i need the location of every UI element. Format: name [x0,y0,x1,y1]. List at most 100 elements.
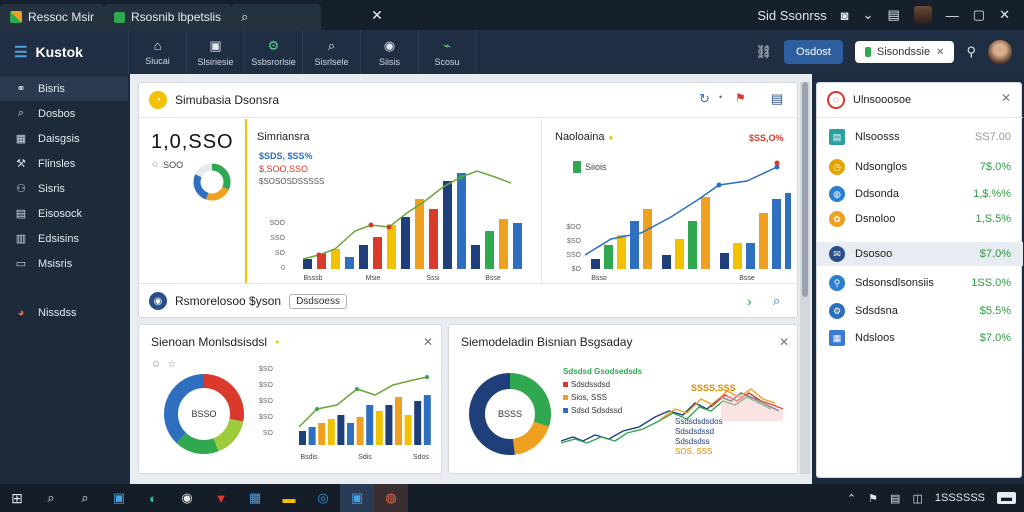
clock-icon: ◷ [829,159,845,175]
sidebar-item-label: Bisris [38,82,65,95]
folder-icon[interactable]: ▬ [282,490,296,506]
camera-icon[interactable]: ◙ [840,7,849,23]
volume-icon[interactable]: ◫ [912,492,923,505]
bar [759,213,768,269]
app-blue-icon[interactable]: ▣ [340,484,374,512]
pin-icon[interactable]: ⚑ [735,91,746,105]
brand[interactable]: ☰ Kustok [0,43,128,61]
sidebar-item-8[interactable]: ▭ Msisris [0,251,128,276]
title-right-label[interactable]: Sid Ssonrss [757,7,827,23]
home-icon: ⌂ [153,38,162,53]
chevron-right-icon[interactable]: › [747,293,752,309]
clock-text[interactable]: 1SSSSSS [934,492,985,504]
close-icon[interactable]: ✕ [936,46,945,58]
grid-icon: ▦ [15,133,27,145]
app-orange-icon[interactable]: ◍ [374,484,408,512]
browser-tab-1[interactable]: Ressoc Msir [0,4,105,30]
nav-item-4[interactable]: ⌕ Sisrlsele [302,30,360,74]
bar [373,237,382,269]
panel-row[interactable]: ▤ Nlsoosss SS7.00 [817,125,1023,149]
filter-chip[interactable]: Dsdsoess [289,293,347,309]
user-avatar[interactable] [988,40,1012,64]
overview-card: ◔ Simubasia Dsonsra ↻ • ⚑ ▤ 1,0,SSO ☆ SO… [138,82,799,318]
tab-search[interactable]: ⌕ [231,4,322,30]
maximize-icon[interactable]: ▢ [972,7,986,22]
chart1-legend-1: $SDS, $SS% [259,151,313,161]
sidebar-item-5[interactable]: ⚇ Sisris [0,176,128,201]
panel-row[interactable]: ⚲ Sdsonsdlsonsiis 1SS.0% [817,271,1023,295]
more-icon[interactable]: • [719,92,723,102]
card3-title: Sienoan Monlsdsisdsl [151,335,268,349]
list-icon[interactable]: ▤ [771,91,784,106]
skype-icon[interactable]: ◎ [317,490,329,505]
card3-chart: $SO $SO $SO $SO SO Bsdis Sdis Sdos [259,366,431,461]
nav-item-3[interactable]: ⚙ Ssbsrorlsie [244,30,302,74]
search-icon[interactable]: ⌕ [773,293,781,308]
calendar-icon[interactable]: ▤ [887,7,900,22]
sidebar: ⚭ Bisris ⌕ Dosbos ▦ Daisgsis ⚒ Flinsles ⚇ Sis… [0,74,128,484]
nav-item-1[interactable]: ⌂ Siucai [128,30,186,74]
nav-item-6[interactable]: ⌁ Scosu [418,30,476,74]
close-icon[interactable]: ✕ [1001,91,1012,105]
browser-tab-2[interactable]: Rsosnib lbpetslis [104,4,232,30]
calendar-icon: ▦ [829,330,845,346]
search-icon: ⌕ [17,107,25,119]
panel-row[interactable]: ◷ Ndsonglos 7$.0% [817,155,1023,179]
chevron-down-icon[interactable]: ⌄ [862,7,874,22]
edge-icon[interactable]: ◐ [149,490,157,506]
close-icon: ✕ [371,6,383,23]
bar [404,415,412,445]
sidebar-item-2[interactable]: ⌕ Dosbos [0,101,128,126]
close-icon[interactable]: ✕ [999,7,1010,22]
bar [318,423,326,445]
app-red-icon[interactable]: ▼ [214,490,228,506]
panel-row[interactable]: ✉ Dsosoo $7.0% [817,242,1023,266]
panel-row[interactable]: ▦ Ndsloos $7.0% [817,326,1023,350]
panel-row-label: Ddsonda [855,188,900,200]
task-view-icon[interactable]: ▣ [112,490,126,505]
search-icon[interactable]: ⌕ [81,490,89,505]
sidebar-item-7[interactable]: ▥ Edsisins [0,226,128,251]
refresh-icon[interactable]: ↻ [699,91,710,106]
location-icon[interactable]: ⚲ [966,44,976,59]
nav-item-2[interactable]: ▣ Slsiriesie [186,30,244,74]
nav-item-5[interactable]: ◉ Siisis [360,30,418,74]
main-scrollbar[interactable] [800,82,810,474]
sidebar-item-9[interactable]: ◕ Nissdss [0,300,128,325]
windows-start-icon[interactable]: ⊞ [11,489,23,506]
card4-legend-4: Sdsd Sdsdssd [563,404,642,417]
close-icon[interactable]: ✕ [423,335,434,349]
close-icon[interactable]: ✕ [779,335,790,349]
flag-icon[interactable]: ⚑ [868,492,879,505]
scrollbar-thumb[interactable] [802,82,808,297]
search-icon[interactable]: ⌕ [47,490,55,505]
data-point [355,387,359,391]
card4-donut [469,373,551,455]
panel-row-label: Nlsoosss [855,131,900,143]
panel-row[interactable]: ✿ Dsnoloo 1,S.5% [817,207,1023,231]
x-tick-label: Sdis [358,454,372,461]
store-icon[interactable]: ▦ [248,490,262,505]
user-avatar-small[interactable] [913,6,932,24]
panel-row[interactable]: ⚙ Sdsdsna $5.5% [817,299,1023,323]
share-icon[interactable]: ⛓ [755,44,773,59]
bar [359,245,368,269]
primary-button[interactable]: Osdost [784,40,843,64]
tab-close-button[interactable]: ✕ [361,2,393,28]
sidebar-item-6[interactable]: ▤ Eisosock [0,201,128,226]
chrome-icon[interactable]: ◉ [181,490,193,505]
network-icon[interactable]: ▤ [890,492,901,505]
bar [701,197,710,269]
card4-line-chart [561,388,784,444]
sidebar-item-3[interactable]: ▦ Daisgsis [0,126,128,151]
sidebar-item-1[interactable]: ⚭ Bisris [0,76,128,101]
card-monthly: Sienoan Monlsdsisdsl ● ✕ ☺ ☆ BSSO $SO $SO $… [138,324,442,474]
chevron-up-icon[interactable]: ⌃ [846,492,857,505]
notification-icon[interactable]: ▬ [997,492,1016,504]
status-pill[interactable]: Sisondssie ✕ [854,41,955,63]
sidebar-item-4[interactable]: ⚒ Flinsles [0,151,128,176]
y-tick-label: SO [275,250,286,257]
panel-row-value: $7.0% [979,332,1011,344]
panel-row[interactable]: ◍ Ddsonda 1,$.%% [817,182,1023,206]
minimize-icon[interactable]: — [945,7,959,23]
